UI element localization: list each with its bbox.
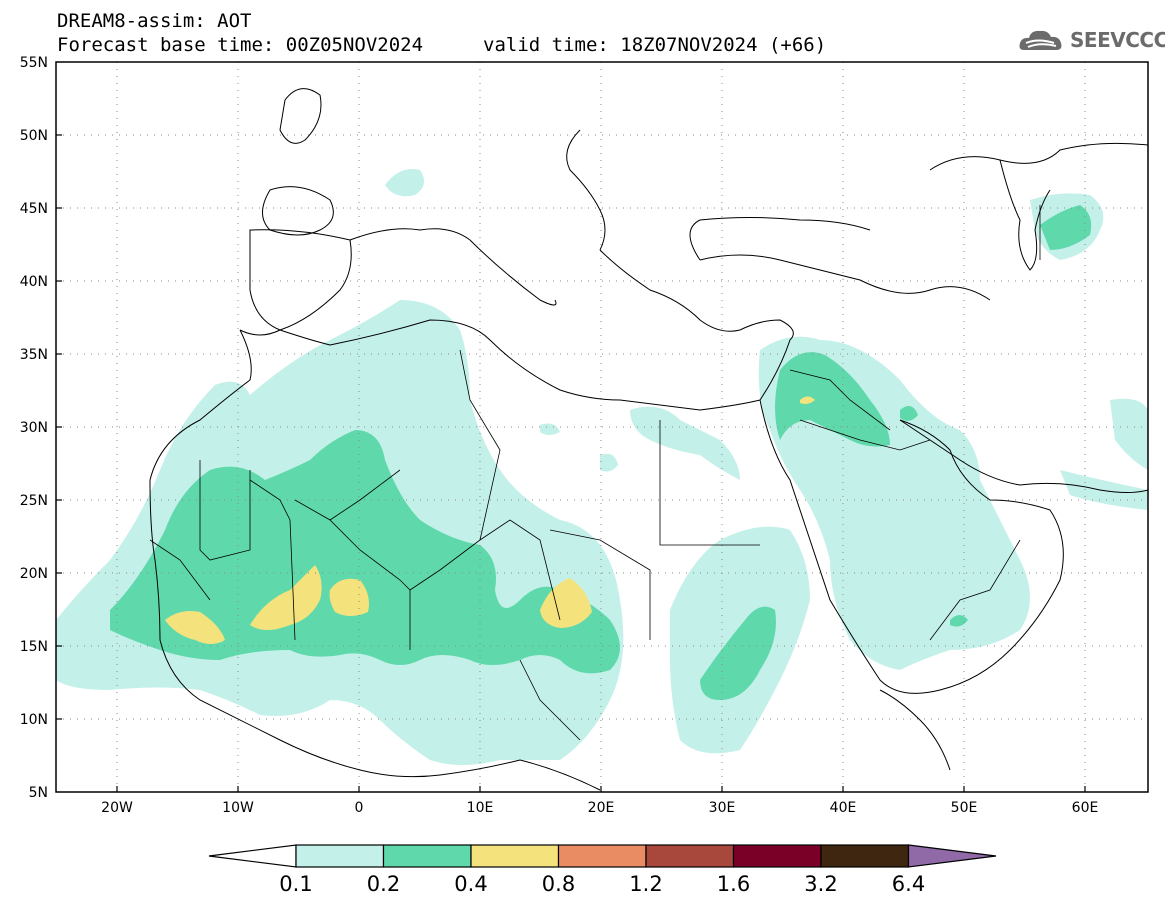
colorbar-segment-2 — [382, 844, 472, 868]
y-tick-25n: 25N — [20, 493, 48, 509]
y-tick-20n: 20N — [20, 566, 48, 582]
colorbar-label-0.1: 0.1 — [279, 872, 312, 896]
x-tick-10w: 10W — [222, 800, 254, 816]
valid-time: valid time: 18Z07NOV2024 (+66) — [483, 34, 827, 56]
base-time: Forecast base time: 00Z05NOV2024 — [57, 34, 424, 56]
x-tick-0: 0 — [355, 800, 364, 816]
cloud-icon — [1019, 30, 1062, 50]
aot-level-0.2 — [110, 205, 1092, 700]
y-tick-40n: 40N — [20, 274, 48, 290]
x-tick-40e: 40E — [830, 800, 857, 816]
colorbar-label-1.6: 1.6 — [717, 872, 750, 896]
x-tick-50e: 50E — [951, 800, 978, 816]
colorbar-label-0.4: 0.4 — [454, 872, 487, 896]
colorbar-segment-6 — [732, 844, 822, 868]
colorbar-label-0.8: 0.8 — [542, 872, 575, 896]
y-tick-5n: 5N — [29, 785, 48, 801]
y-tick-10n: 10N — [20, 712, 48, 728]
model-title: DREAM8-assim: AOT — [57, 10, 252, 32]
colorbar-label-3.2: 3.2 — [804, 872, 837, 896]
colorbar-segment-4 — [557, 844, 647, 868]
colorbar-segment-1 — [295, 844, 385, 868]
colorbar-label-1.2: 1.2 — [629, 872, 662, 896]
axis-ticks — [56, 134, 1086, 792]
y-tick-15n: 15N — [20, 639, 48, 655]
y-tick-35n: 35N — [20, 347, 48, 363]
x-tick-10e: 10E — [467, 800, 494, 816]
logo-text: SEEVCCC — [1070, 28, 1165, 52]
seevccc-logo — [1018, 24, 1158, 58]
x-tick-60e: 60E — [1072, 800, 1099, 816]
colorbar-label-0.2: 0.2 — [367, 872, 400, 896]
aot-level-0.4 — [165, 396, 815, 644]
y-tick-30n: 30N — [20, 420, 48, 436]
y-axis-labels: 55N 50N 45N 40N 35N 30N 25N 20N 15N 10N … — [20, 55, 48, 801]
colorbar: 0.1 0.2 0.4 0.8 1.2 1.6 3.2 6.4 — [208, 844, 997, 896]
y-tick-55n: 55N — [20, 55, 48, 71]
y-tick-45n: 45N — [20, 201, 48, 217]
aot-level-0.1 — [56, 169, 1148, 765]
x-tick-20w: 20W — [101, 800, 133, 816]
x-axis-labels: 20W 10W 0 10E 20E 30E 40E 50E 60E — [101, 800, 1098, 816]
colorbar-segment-3 — [470, 844, 560, 868]
colorbar-segment-5 — [645, 844, 735, 868]
country-borders — [149, 205, 1041, 741]
coastlines — [149, 88, 1148, 791]
colorbar-label-6.4: 6.4 — [892, 872, 925, 896]
colorbar-segment-7 — [820, 844, 910, 868]
colorbar-high-arrow — [907, 844, 997, 868]
y-tick-50n: 50N — [20, 128, 48, 144]
x-tick-20e: 20E — [588, 800, 615, 816]
aot-fields — [56, 169, 1148, 765]
colorbar-low-arrow — [208, 844, 297, 868]
x-tick-30e: 30E — [709, 800, 736, 816]
